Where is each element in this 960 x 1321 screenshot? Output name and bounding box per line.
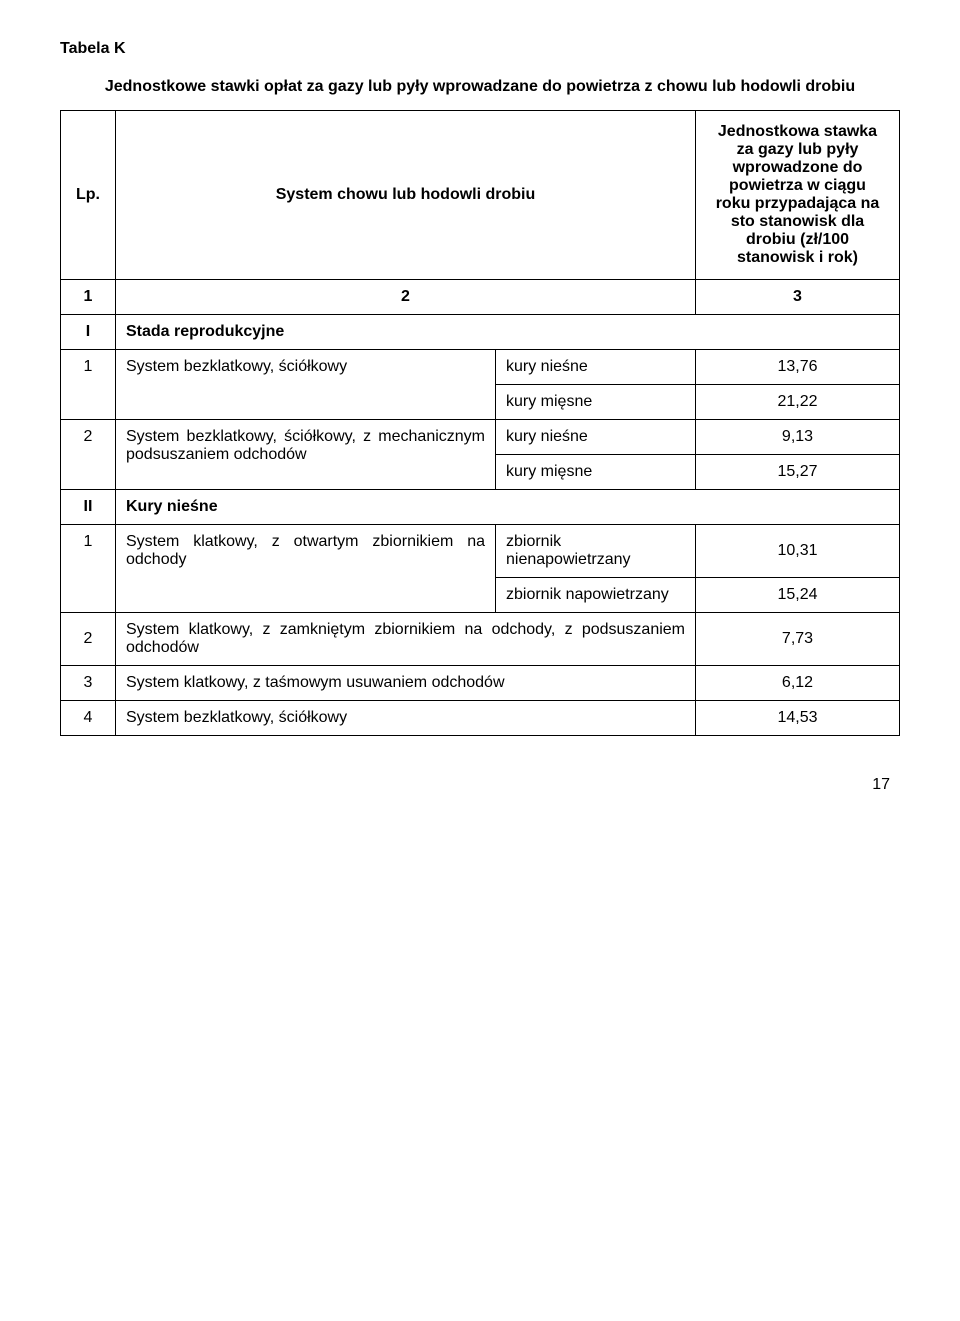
row-desc: System bezklatkowy, ściółkowy, z mechani… <box>116 420 496 490</box>
row-value: 15,24 <box>696 578 900 613</box>
row-value: 21,22 <box>696 385 900 420</box>
row-value: 13,76 <box>696 350 900 385</box>
table-title: Tabela K <box>60 40 900 58</box>
row-desc: System bezklatkowy, ściółkowy <box>116 701 696 736</box>
row-desc: System klatkowy, z zamkniętym zbiornikie… <box>116 613 696 666</box>
table-row: 2 System klatkowy, z zamkniętym zbiornik… <box>61 613 900 666</box>
header-lp: Lp. <box>61 111 116 280</box>
row-num: 3 <box>61 666 116 701</box>
row-value: 6,12 <box>696 666 900 701</box>
num-3: 3 <box>696 280 900 315</box>
row-value: 14,53 <box>696 701 900 736</box>
row-value: 7,73 <box>696 613 900 666</box>
row-num: 1 <box>61 525 116 613</box>
row-desc: System bezklatkowy, ściółkowy <box>116 350 496 420</box>
page-number: 17 <box>60 776 900 794</box>
table-row: 1 System bezklatkowy, ściółkowy kury nie… <box>61 350 900 385</box>
row-num: 2 <box>61 420 116 490</box>
table-row: 4 System bezklatkowy, ściółkowy 14,53 <box>61 701 900 736</box>
row-num: 2 <box>61 613 116 666</box>
table-row: 1 System klatkowy, z otwartym zbiornikie… <box>61 525 900 578</box>
row-sublabel: kury nieśne <box>496 350 696 385</box>
section-row: I Stada reprodukcyjne <box>61 315 900 350</box>
row-sublabel: zbiornik nienapowietrzany <box>496 525 696 578</box>
row-sublabel: kury mięsne <box>496 385 696 420</box>
section-num: I <box>61 315 116 350</box>
row-sublabel: kury mięsne <box>496 455 696 490</box>
row-value: 10,31 <box>696 525 900 578</box>
num-2: 2 <box>116 280 696 315</box>
row-num: 4 <box>61 701 116 736</box>
num-row: 1 2 3 <box>61 280 900 315</box>
table-subtitle: Jednostkowe stawki opłat za gazy lub pył… <box>100 76 860 98</box>
header-row: Lp. System chowu lub hodowli drobiu Jedn… <box>61 111 900 280</box>
header-system: System chowu lub hodowli drobiu <box>116 111 696 280</box>
section-label: Stada reprodukcyjne <box>116 315 900 350</box>
table-row: 3 System klatkowy, z taśmowym usuwaniem … <box>61 666 900 701</box>
row-value: 15,27 <box>696 455 900 490</box>
row-sublabel: zbiornik napowietrzany <box>496 578 696 613</box>
table-row: 2 System bezklatkowy, ściółkowy, z mecha… <box>61 420 900 455</box>
row-desc: System klatkowy, z otwartym zbiornikiem … <box>116 525 496 613</box>
data-table: Lp. System chowu lub hodowli drobiu Jedn… <box>60 110 900 736</box>
row-num: 1 <box>61 350 116 420</box>
row-desc: System klatkowy, z taśmowym usuwaniem od… <box>116 666 696 701</box>
row-sublabel: kury nieśne <box>496 420 696 455</box>
header-stawka: Jednostkowa stawka za gazy lub pyły wpro… <box>696 111 900 280</box>
section-row: II Kury nieśne <box>61 490 900 525</box>
num-1: 1 <box>61 280 116 315</box>
section-num: II <box>61 490 116 525</box>
row-value: 9,13 <box>696 420 900 455</box>
section-label: Kury nieśne <box>116 490 900 525</box>
